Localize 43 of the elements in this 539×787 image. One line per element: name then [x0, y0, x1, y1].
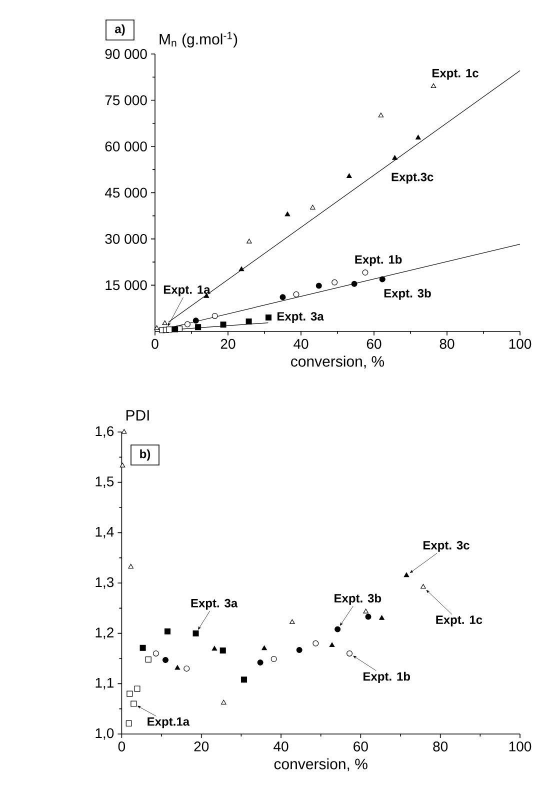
- y-axis-title: M$_{n}$ (g.mol$^{-1}$): [160, 32, 238, 48]
- annotation: Expt.3c: [392, 172, 434, 184]
- y-tick-label: 1,2: [96, 628, 114, 640]
- x-tick-label: 60: [366, 338, 382, 349]
- x-tick-label: 60: [354, 742, 368, 752]
- annotation: Expt.1a: [148, 717, 190, 728]
- y-tick-label: 1,5: [96, 476, 114, 488]
- annotation: Expt. 1b: [364, 672, 410, 684]
- x-tick-label: 80: [433, 742, 448, 752]
- y-tick-label: 30 000: [105, 234, 147, 244]
- x-tick-label: 100: [509, 742, 532, 752]
- annotation: Expt. 1b: [355, 254, 402, 266]
- y-tick-label: 1,6: [96, 426, 114, 438]
- y-axis-title: PDI: [126, 410, 149, 420]
- annotation: Expt. 1a: [164, 285, 210, 296]
- x-tick-label: 20: [220, 338, 236, 349]
- x-tick-label: 40: [294, 338, 308, 349]
- annotation: b): [140, 449, 150, 461]
- annotation: Expt. 1c: [432, 69, 478, 80]
- annotation: Expt. 3b: [334, 594, 382, 605]
- text: a): [115, 24, 125, 36]
- y-tick-label: 1,1: [96, 678, 114, 690]
- y-tick-label: 1,0: [96, 728, 114, 740]
- y-tick-label: 60 000: [105, 142, 147, 152]
- x-tick-label: 40: [274, 742, 288, 752]
- x-tick-label: 0: [152, 338, 158, 349]
- y-tick-label: 1,3: [96, 577, 114, 589]
- x-axis-title: conversion, %: [274, 758, 368, 772]
- x-tick-label: 20: [194, 742, 209, 752]
- annotation: Expt. 3a: [191, 598, 238, 610]
- annotation: Expt. 3a: [278, 312, 324, 323]
- x-axis-title: conversion, %: [291, 356, 384, 368]
- y-tick-label: 75 000: [105, 95, 147, 106]
- y-tick-label: 15 000: [106, 280, 147, 290]
- x-tick-label: 100: [509, 338, 532, 349]
- x-tick-label: 0: [118, 742, 126, 752]
- annotation: Expt. 3b: [384, 288, 431, 300]
- annotation: Expt. 1c: [436, 616, 482, 626]
- y-tick-label: 45 000: [104, 188, 147, 198]
- annotation: Expt. 3c: [423, 541, 470, 552]
- y-tick-label: 1,4: [96, 526, 114, 538]
- y-tick-label: 90 000: [105, 49, 147, 59]
- x-tick-label: 80: [440, 338, 454, 349]
